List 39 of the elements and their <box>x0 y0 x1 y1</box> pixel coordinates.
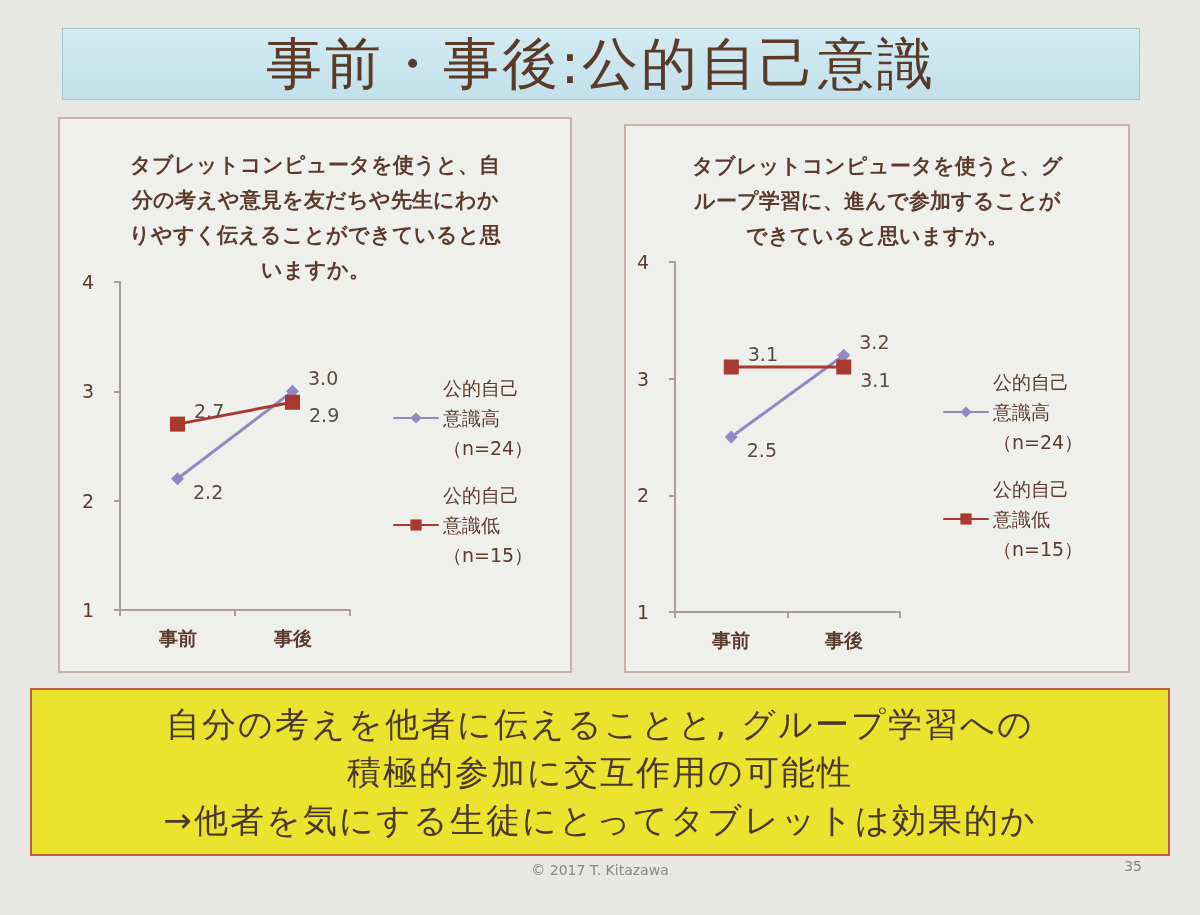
y-tick-label: 1 <box>81 599 94 621</box>
legend-label: 公的自己意識高（n=24） <box>992 371 1084 453</box>
point <box>285 394 300 410</box>
data-label: 3.2 <box>859 331 890 354</box>
point <box>170 416 185 432</box>
text: 自分の考えを他者に伝えることと, グループ学習への <box>166 703 1034 746</box>
text: 事前・事後:公的自己意識 <box>265 31 937 96</box>
y-tick-label: 1 <box>636 601 649 623</box>
y-tick-label: 2 <box>81 489 94 512</box>
text: 35 <box>1124 858 1142 874</box>
data-label: 2.9 <box>309 404 340 427</box>
point <box>836 359 852 375</box>
point <box>837 348 851 362</box>
data-label: 3.1 <box>747 343 778 365</box>
data-label: 3.0 <box>308 367 339 390</box>
legend-label: 公的自己意識低（n=15） <box>442 484 534 566</box>
text: →他者を気にする生徒にとってタブレットは効果的か <box>163 799 1037 842</box>
y-tick-label: 3 <box>636 367 649 390</box>
x-tick-label: 事後 <box>272 626 312 649</box>
text: 積極的参加に交互作用の可能性 <box>347 751 853 794</box>
point <box>723 359 739 375</box>
point <box>171 472 184 486</box>
text: © 2017 T. Kitazawa <box>531 862 669 878</box>
y-tick-label: 4 <box>636 251 649 273</box>
y-tick-label: 2 <box>636 484 649 507</box>
chart-title: タブレットコンピュータを使うと、グループ学習に、進んで参加することができていると思いますか。 <box>691 153 1063 248</box>
data-label: 3.1 <box>860 369 891 391</box>
chart-title: タブレットコンピュータを使うと、自分の考えや意見を友だちや先生にわかりやすく伝えることができていると思いますか。 <box>129 152 501 282</box>
y-tick-label: 4 <box>81 271 94 293</box>
data-label: 2.5 <box>746 439 777 461</box>
y-tick-label: 3 <box>81 380 94 403</box>
point <box>724 430 738 444</box>
legend-label: 公的自己意識高（n=24） <box>442 377 534 459</box>
data-label: 2.2 <box>193 480 224 503</box>
x-tick-label: 事後 <box>823 628 863 651</box>
legend-label: 公的自己意識低（n=15） <box>992 478 1084 560</box>
x-tick-label: 事前 <box>711 628 751 651</box>
x-tick-label: 事前 <box>157 626 197 649</box>
data-label: 2.7 <box>194 400 225 423</box>
